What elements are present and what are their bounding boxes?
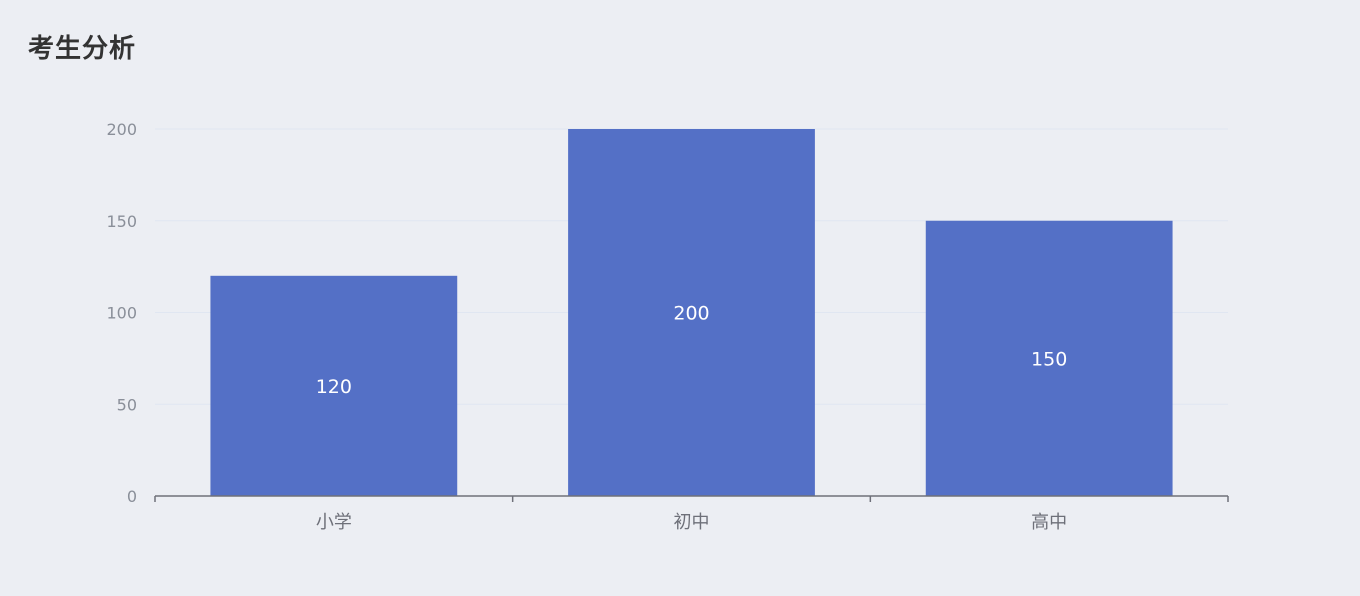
bar — [568, 129, 815, 496]
y-tick-label: 100 — [106, 304, 137, 323]
x-category-label: 小学 — [316, 512, 352, 533]
bar-value-label: 120 — [316, 376, 352, 398]
bar — [210, 275, 458, 496]
x-category-label: 初中 — [674, 512, 710, 533]
bar — [925, 220, 1173, 496]
y-tick-label: 150 — [106, 212, 137, 231]
bar-value-label: 150 — [1031, 348, 1067, 370]
bar-value-label: 200 — [673, 303, 709, 325]
y-tick-label: 50 — [117, 395, 137, 414]
y-tick-label: 200 — [106, 120, 137, 139]
x-category-label: 高中 — [1031, 512, 1067, 533]
y-tick-label: 0 — [127, 487, 137, 506]
chart-title: 考生分析 — [28, 34, 137, 64]
